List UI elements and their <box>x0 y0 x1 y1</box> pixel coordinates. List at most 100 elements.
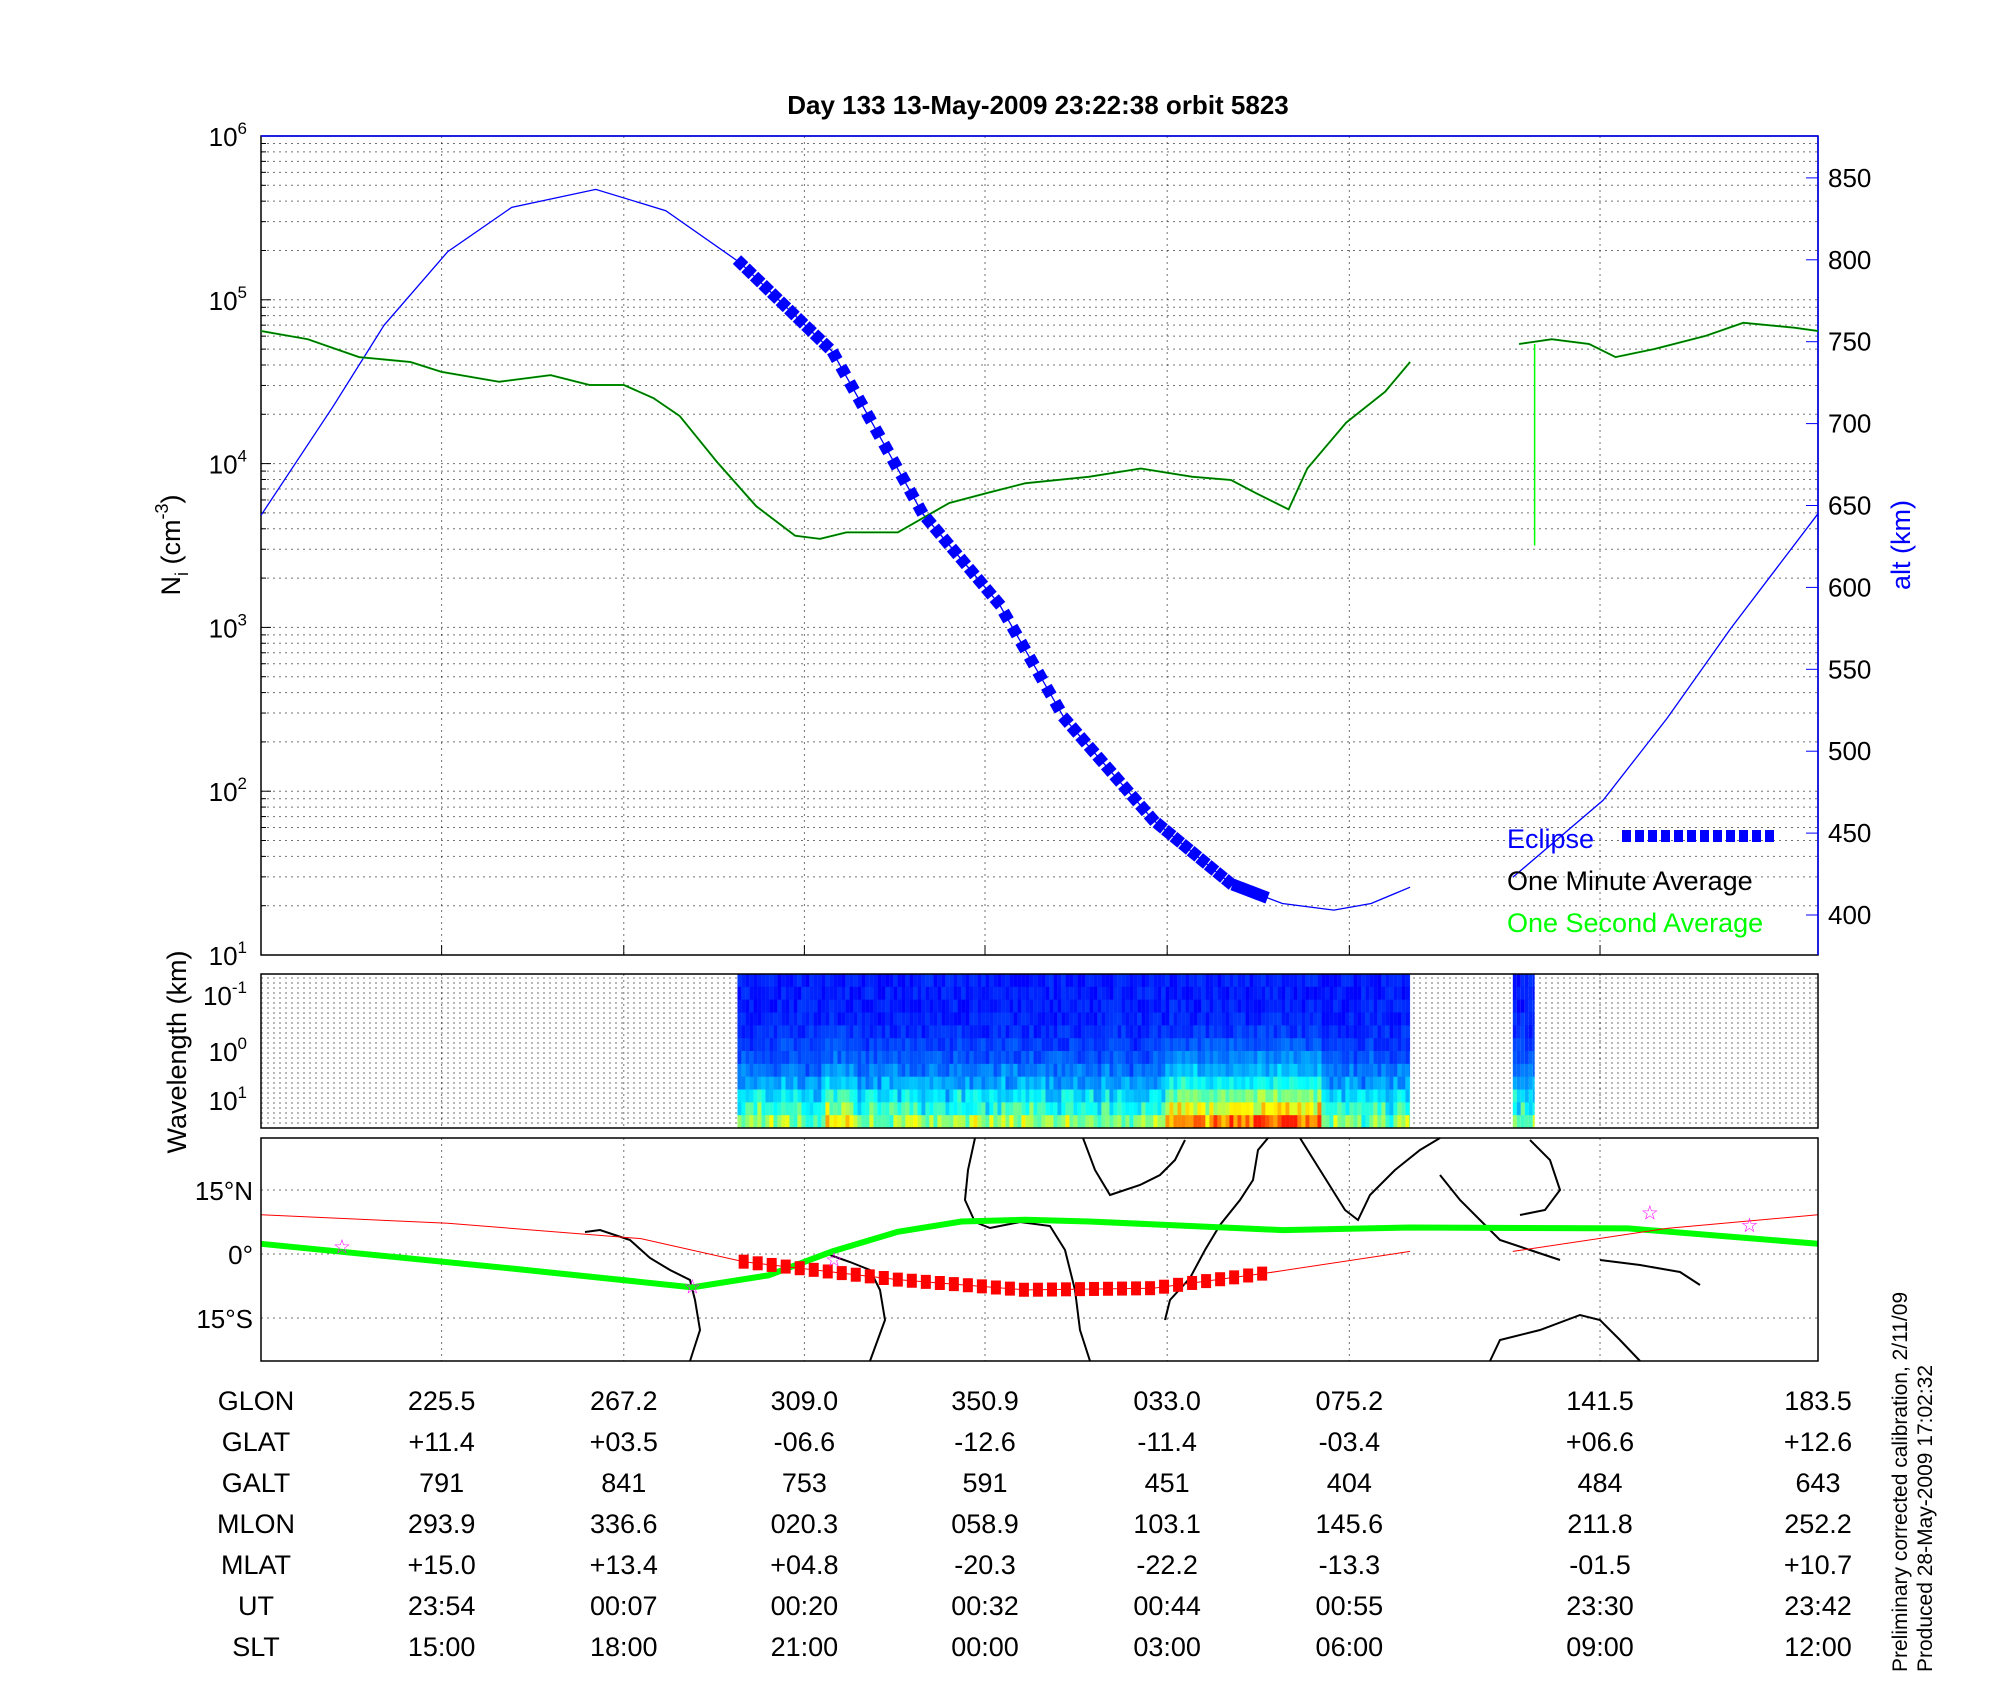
spectrogram-cell <box>1077 1076 1082 1090</box>
spectrogram-cell <box>1237 974 1242 988</box>
spectrogram-cell <box>861 1115 866 1129</box>
spectrogram-cell <box>949 1025 954 1039</box>
spectrogram-cell <box>1361 1115 1366 1129</box>
spectrogram-cell <box>1516 1076 1521 1090</box>
spectrogram-cell <box>1233 1012 1238 1026</box>
spectrogram-cell <box>993 1051 998 1065</box>
spectrogram-cell <box>1021 1063 1026 1078</box>
spectrogram-cell <box>877 1012 882 1026</box>
spectrogram-cell <box>861 974 866 988</box>
spectrogram-cell <box>1037 1051 1042 1065</box>
spectrogram-cell <box>1297 1025 1302 1039</box>
spectrogram-cell <box>1309 1051 1314 1065</box>
spectrogram-cell <box>1013 974 1018 988</box>
spectrogram-cell <box>1369 1102 1374 1116</box>
spectrogram-cell <box>1249 1089 1254 1103</box>
spectrogram-cell <box>861 1051 866 1065</box>
spectrogram-cell <box>1153 1063 1158 1078</box>
spectrogram-cell <box>1249 1102 1254 1116</box>
y2-tick-label: 800 <box>1828 245 1871 275</box>
spectrogram-cell <box>1305 1038 1310 1052</box>
spectrogram-cell <box>1528 1051 1533 1065</box>
spectrogram-cell <box>1025 1038 1030 1052</box>
spectrogram-cell <box>1261 999 1266 1013</box>
ground-track <box>260 1216 1819 1291</box>
spectrogram-cell <box>1033 1102 1038 1116</box>
spectrogram-cell <box>757 1025 762 1039</box>
spectrogram-cell <box>869 1012 874 1026</box>
spectrogram-cell <box>897 1025 902 1039</box>
table-cell: 252.2 <box>1784 1509 1852 1539</box>
spectrogram-cell <box>1133 1089 1138 1103</box>
spectrogram-cell <box>1381 1012 1386 1026</box>
spectrogram-cell <box>769 1038 774 1052</box>
spectrogram-cell <box>1313 1038 1318 1052</box>
spectrogram-cell <box>765 999 770 1013</box>
spectrogram-cell <box>969 974 974 988</box>
spectrogram-cell <box>1341 1038 1346 1052</box>
spectrogram-cell <box>925 999 930 1013</box>
spectrogram-cell <box>753 999 758 1013</box>
spectrogram-cell <box>797 999 802 1013</box>
spectrogram-cell <box>901 1038 906 1052</box>
spectrogram-cell <box>741 1051 746 1065</box>
table-cell: 00:55 <box>1316 1591 1384 1621</box>
spectrogram-y-tick-label: 101 <box>209 1083 247 1116</box>
spectrogram-cell <box>1213 1076 1218 1090</box>
spectrogram-cell <box>841 999 846 1013</box>
spectrogram-cell <box>849 1063 854 1078</box>
spectrogram-cell <box>773 1102 778 1116</box>
spectrogram-cell <box>1141 1063 1146 1078</box>
spectrogram-cell <box>1269 999 1274 1013</box>
spectrogram-cell <box>813 1012 818 1026</box>
table-cell: -12.6 <box>954 1427 1016 1457</box>
spectrogram-cell <box>1225 1063 1230 1078</box>
spectrogram-cell <box>989 999 994 1013</box>
spectrogram-cell <box>1113 1038 1118 1052</box>
spectrogram-cell <box>1125 1051 1130 1065</box>
spectrogram-cell <box>1021 1102 1026 1116</box>
spectrogram-cell <box>1361 1051 1366 1065</box>
spectrogram-cell <box>1325 1038 1330 1052</box>
spectrogram-cell <box>1333 1051 1338 1065</box>
spectrogram-cell <box>829 999 834 1013</box>
eclipse-marker <box>1169 831 1185 848</box>
spectrogram-cell <box>761 1076 766 1090</box>
spectrogram-cell <box>1161 1102 1166 1116</box>
spectrogram-cell <box>1397 1038 1402 1052</box>
spectrogram-cell <box>813 974 818 988</box>
spectrogram-cell <box>1025 1089 1030 1103</box>
spectrogram-cell <box>1265 1089 1270 1103</box>
spectrogram-cell <box>1373 1025 1378 1039</box>
spectrogram-cell <box>809 1051 814 1065</box>
spectrogram-cell <box>937 986 942 1001</box>
spectrogram-cell <box>793 1076 798 1090</box>
spectrogram-cell <box>889 1076 894 1090</box>
spectrogram-cell <box>1233 1051 1238 1065</box>
spectrogram-cell <box>753 974 758 988</box>
spectrogram-cell <box>1317 1115 1322 1129</box>
spectrogram-cell <box>1165 999 1170 1013</box>
spectrogram-cell <box>1241 1063 1246 1078</box>
table-cell: 23:30 <box>1566 1591 1634 1621</box>
spectrogram-cell <box>1065 1012 1070 1026</box>
spectrogram-cell <box>1265 986 1270 1001</box>
spectrogram-cell <box>1337 1115 1342 1129</box>
table-cell: -01.5 <box>1569 1550 1631 1580</box>
spectrogram-cell <box>1181 1038 1186 1052</box>
spectrogram-cell <box>877 1051 882 1065</box>
spectrogram-cell <box>1149 1115 1154 1129</box>
conjugate-eclipse-marker <box>892 1272 903 1287</box>
spectrogram-cell <box>1389 1051 1394 1065</box>
spectrogram-cell <box>1273 1025 1278 1039</box>
spectrogram-cell <box>921 999 926 1013</box>
spectrogram-cell <box>1221 986 1226 1001</box>
spectrogram-frame <box>260 973 1819 1129</box>
conjugate-eclipse-marker <box>864 1269 875 1284</box>
spectrogram-cell <box>1333 1076 1338 1090</box>
spectrogram-cell <box>1349 1038 1354 1052</box>
spectrogram-cell <box>1389 1089 1394 1103</box>
eclipse-marker <box>767 288 783 304</box>
spectrogram-cell <box>977 1089 982 1103</box>
spectrogram-cell <box>1049 1025 1054 1039</box>
